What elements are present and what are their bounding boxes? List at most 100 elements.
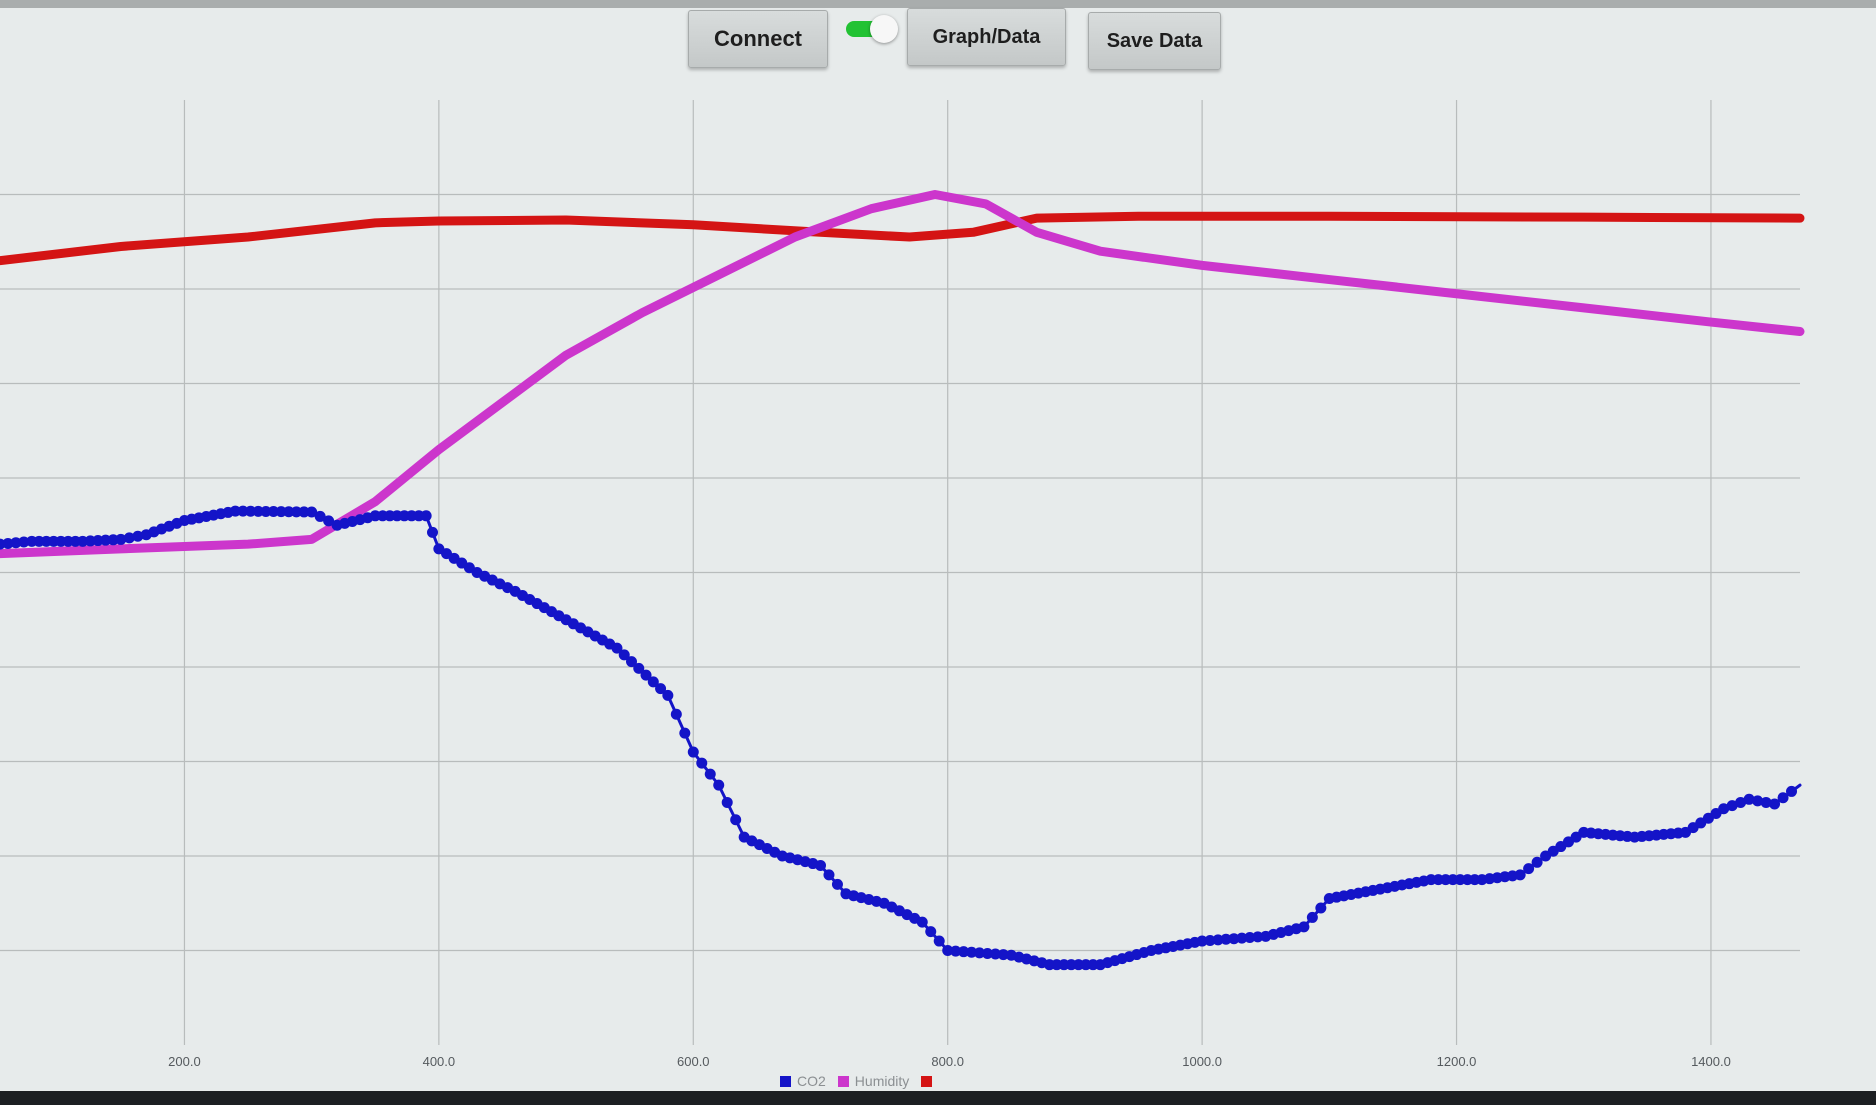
data-point <box>831 878 843 890</box>
data-point <box>260 505 272 517</box>
legend-label-humidity: Humidity <box>854 1073 910 1089</box>
x-tick-label: 600.0 <box>677 1054 710 1069</box>
data-point <box>647 676 659 688</box>
data-point <box>1769 798 1781 810</box>
data-point <box>662 689 674 701</box>
data-point <box>1718 803 1730 815</box>
data-point <box>18 536 30 548</box>
legend-swatch-humidity <box>837 1075 849 1087</box>
data-point <box>420 510 432 522</box>
data-point <box>670 708 682 720</box>
data-point <box>974 947 986 959</box>
data-point <box>1306 911 1318 923</box>
series-line <box>0 211 1805 266</box>
data-point <box>989 948 1001 960</box>
x-tick-label: 400.0 <box>423 1054 456 1069</box>
data-point <box>997 949 1009 961</box>
data-point <box>925 926 937 938</box>
data-point <box>132 530 144 542</box>
data-point <box>1244 932 1256 944</box>
data-point <box>115 533 127 545</box>
data-point <box>427 526 439 538</box>
data-point <box>640 669 652 681</box>
data-point <box>966 946 978 958</box>
data-point <box>275 506 287 518</box>
data-point <box>823 869 835 881</box>
data-point <box>1298 921 1310 933</box>
data-point <box>1252 931 1264 943</box>
data-point <box>655 683 667 695</box>
data-point <box>1786 785 1798 797</box>
data-point <box>1752 795 1764 807</box>
data-point <box>1212 934 1224 946</box>
data-point <box>730 814 742 826</box>
data-point <box>704 768 716 780</box>
screen-top-edge <box>0 0 1876 8</box>
data-point <box>1735 796 1747 808</box>
data-point <box>1777 792 1789 804</box>
data-point <box>625 656 637 668</box>
data-point <box>283 506 295 518</box>
data-point <box>950 945 962 957</box>
data-point <box>618 649 630 661</box>
x-tick-label: 1400.0 <box>1691 1054 1731 1069</box>
data-point <box>1531 856 1543 868</box>
chart-legend: CO2 Humidity <box>780 1073 933 1089</box>
series-line <box>0 190 1805 559</box>
data-point <box>981 947 993 959</box>
data-point <box>10 537 22 549</box>
chart-series <box>0 190 1805 971</box>
series-co2 <box>0 505 1802 971</box>
data-point <box>323 515 335 527</box>
data-point <box>1204 934 1216 946</box>
screen-bottom-edge <box>0 1091 1876 1105</box>
x-axis-ticks: 200.0 400.0 600.0 800.0 1000.0 1200.0 1400.0 <box>168 1054 1731 1069</box>
data-point <box>306 506 318 518</box>
data-point <box>314 510 326 522</box>
data-point <box>933 935 945 947</box>
data-point <box>1220 933 1232 945</box>
data-point <box>696 757 708 769</box>
series-humidity <box>0 190 1805 559</box>
data-point <box>611 642 623 654</box>
data-point <box>1196 935 1208 947</box>
data-point <box>1726 800 1738 812</box>
data-point <box>298 506 310 518</box>
x-tick-label: 1000.0 <box>1182 1054 1222 1069</box>
data-point <box>123 532 135 544</box>
data-point <box>1743 793 1755 805</box>
data-point <box>1760 796 1772 808</box>
data-point <box>1514 869 1526 881</box>
series-line <box>0 509 1802 967</box>
data-point <box>1236 932 1248 944</box>
data-point <box>2 537 14 549</box>
x-tick-label: 200.0 <box>168 1054 201 1069</box>
data-point <box>237 505 249 517</box>
data-point <box>942 945 954 956</box>
x-tick-label: 1200.0 <box>1437 1054 1477 1069</box>
data-point <box>814 859 826 871</box>
data-point <box>721 796 733 808</box>
legend-swatch-co2 <box>780 1075 791 1087</box>
data-point <box>687 746 699 758</box>
legend-label-co2: CO2 <box>797 1073 826 1089</box>
graph-data-button[interactable]: Graph/Data <box>907 8 1066 66</box>
data-point <box>267 506 279 518</box>
data-point <box>713 779 725 791</box>
data-point <box>290 506 302 518</box>
data-point <box>245 505 257 517</box>
save-data-button[interactable]: Save Data <box>1088 12 1221 70</box>
data-point <box>633 662 645 674</box>
chart-grid <box>0 100 1800 1045</box>
data-point <box>958 946 970 958</box>
graph-data-toggle[interactable] <box>844 14 902 44</box>
legend-swatch-third-series <box>921 1075 933 1087</box>
data-point <box>679 727 691 739</box>
data-point <box>1228 933 1240 945</box>
toggle-knob <box>870 15 898 43</box>
connect-button[interactable]: Connect <box>688 10 828 68</box>
data-point <box>1315 902 1327 914</box>
data-point <box>252 505 264 517</box>
series-third <box>0 211 1805 266</box>
